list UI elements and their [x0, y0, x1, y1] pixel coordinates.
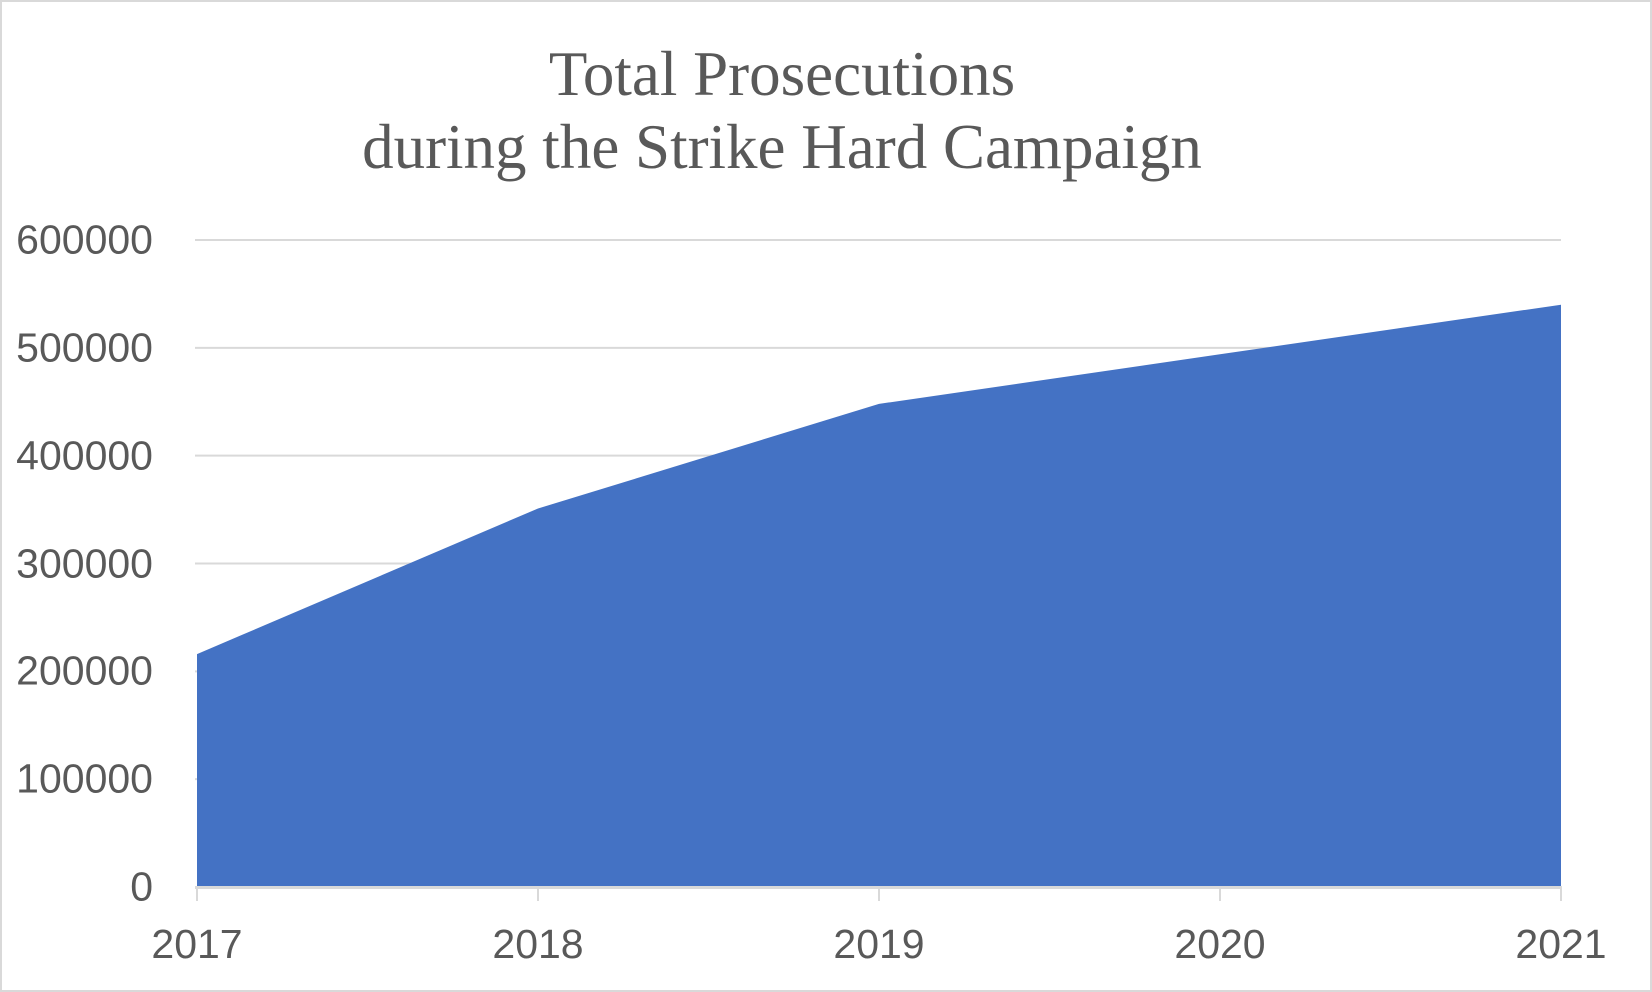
x-axis-tick-label: 2018	[492, 921, 584, 967]
y-axis-tick-label: 0	[130, 863, 153, 910]
x-axis-tick-label: 2020	[1174, 921, 1266, 967]
y-axis-tick-label: 500000	[16, 324, 153, 371]
y-axis-tick-label: 300000	[16, 540, 153, 586]
chart-title: Total Prosecutions during the Strike Har…	[2, 38, 1562, 184]
area-series	[197, 304, 1561, 886]
y-axis-tick-label: 600000	[16, 216, 153, 263]
y-axis-tick-label: 200000	[16, 647, 153, 694]
x-axis-tick-label: 2021	[1515, 921, 1607, 967]
chart-title-line-1: Total Prosecutions	[548, 39, 1016, 109]
y-axis-tick-label: 100000	[16, 755, 153, 802]
chart-title-line-2: during the Strike Hard Campaign	[362, 112, 1202, 183]
x-axis-tick-label: 2019	[833, 921, 925, 967]
y-axis-tick-label: 400000	[16, 432, 153, 479]
x-axis-tick-label: 2017	[151, 921, 243, 967]
